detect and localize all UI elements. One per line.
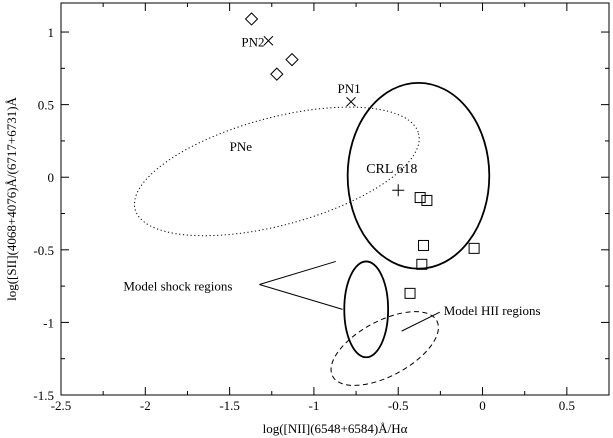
square-marker — [418, 239, 430, 251]
x-tick-label: -2.5 — [51, 398, 72, 413]
y-tick-label: -0.5 — [33, 243, 54, 258]
leader-line — [259, 260, 336, 285]
annotation-label: Model HII regions — [444, 303, 541, 318]
region-ellipse — [330, 311, 439, 386]
square-marker — [421, 194, 433, 206]
y-tick-label: 0.5 — [38, 98, 54, 113]
leader-lines — [259, 260, 440, 332]
region-ellipse — [346, 81, 491, 270]
axis-ticks — [60, 3, 609, 396]
x-tick-label: -2 — [140, 398, 151, 413]
cross-marker — [263, 35, 274, 46]
y-axis-title: log([SII](4068+4076)Å/(6717+6731)Å — [4, 96, 19, 300]
diamond-marker — [270, 67, 284, 81]
leader-line — [401, 311, 440, 332]
y-tick-labels: -1.5 -1 -0.5 0 0.5 1 — [33, 25, 54, 403]
annotation-label: PNe — [230, 139, 253, 154]
square-marker — [414, 192, 426, 204]
x-tick-labels: -2.5 -2 -1.5 -1 -0.5 0 0.5 — [51, 398, 575, 413]
data-markers — [244, 12, 480, 299]
annotations: PN2 PN1 PNe CRL 618 Model shock regions Model… — [123, 35, 540, 319]
y-tick-label: 0 — [48, 170, 55, 185]
square-marker — [416, 258, 428, 270]
cross-marker — [346, 96, 356, 107]
x-tick-label: 0.5 — [559, 398, 575, 413]
square-marker — [404, 287, 416, 299]
annotation-label: PN2 — [241, 35, 264, 50]
diamond-marker — [285, 52, 299, 67]
x-tick-label: -1.5 — [219, 398, 240, 413]
y-tick-label: -1.5 — [33, 388, 54, 403]
annotation-label: CRL 618 — [366, 162, 417, 177]
x-tick-label: -0.5 — [388, 398, 409, 413]
square-marker — [468, 242, 480, 254]
x-tick-label: 0 — [479, 398, 486, 413]
annotation-label: Model shock regions — [123, 278, 232, 293]
region-ellipses — [133, 81, 491, 386]
annotation-label: PN1 — [338, 81, 361, 96]
x-tick-label: -1 — [309, 398, 320, 413]
region-ellipse — [343, 260, 390, 359]
x-axis-title: log([NII](6548+6584)Å/Hα — [263, 421, 408, 436]
plus-marker — [392, 184, 405, 197]
diamond-marker — [244, 12, 259, 26]
plot-frame — [60, 2, 610, 396]
y-tick-label: 1 — [48, 25, 55, 40]
leader-line — [259, 283, 343, 310]
y-tick-label: -1 — [43, 315, 54, 330]
